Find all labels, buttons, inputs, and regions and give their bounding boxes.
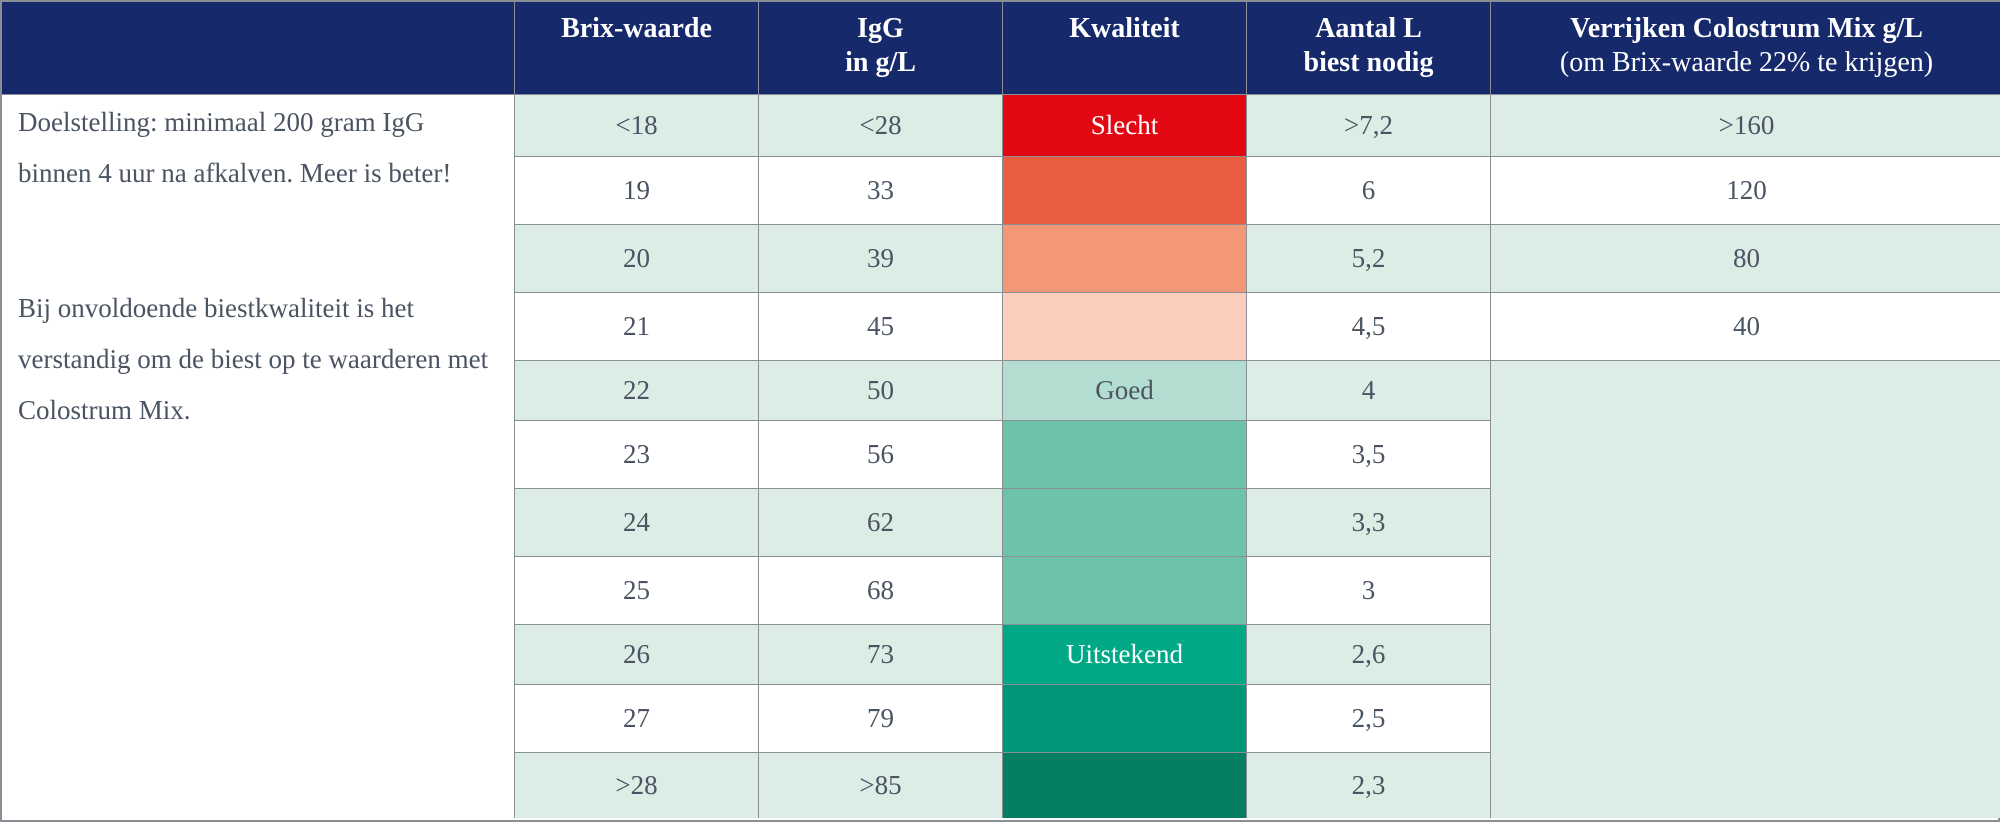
- quality-cell: Goed: [1002, 360, 1246, 420]
- quality-cell: Uitstekend: [1002, 624, 1246, 684]
- igg-cell: 73: [758, 624, 1002, 684]
- quality-cell: [1002, 556, 1246, 624]
- enrich-empty-area: [1490, 360, 2000, 818]
- liters-cell: 2,5: [1246, 684, 1490, 752]
- brix-cell: 21: [514, 292, 758, 360]
- brix-cell: 26: [514, 624, 758, 684]
- header-quality-label: Kwaliteit: [1069, 13, 1180, 44]
- liters-cell: 2,3: [1246, 752, 1490, 818]
- description-panel: Doelstelling: minimaal 200 gram IgG binn…: [2, 94, 514, 818]
- quality-cell: [1002, 752, 1246, 818]
- igg-cell: 79: [758, 684, 1002, 752]
- igg-cell: 33: [758, 156, 1002, 224]
- liters-cell: 4,5: [1246, 292, 1490, 360]
- header-igg-unit: in g/L: [845, 47, 916, 78]
- header-igg: IgG in g/L: [758, 2, 1002, 94]
- enrich-cell: 40: [1490, 292, 2000, 360]
- description-goal: Doelstelling: minimaal 200 gram IgG binn…: [18, 107, 452, 188]
- header-brix: Brix-waarde: [514, 2, 758, 94]
- quality-cell: [1002, 488, 1246, 556]
- igg-cell: <28: [758, 94, 1002, 156]
- description-advice: Bij onvoldoende biestkwaliteit is het ve…: [18, 293, 489, 425]
- header-liters-sub: biest nodig: [1303, 47, 1434, 78]
- igg-cell: 56: [758, 420, 1002, 488]
- quality-cell: [1002, 420, 1246, 488]
- header-enrich-label: Verrijken Colostrum Mix g/L: [1570, 13, 1923, 44]
- brix-cell: 20: [514, 224, 758, 292]
- brix-cell: 23: [514, 420, 758, 488]
- igg-cell: >85: [758, 752, 1002, 818]
- igg-cell: 39: [758, 224, 1002, 292]
- brix-cell: 27: [514, 684, 758, 752]
- liters-cell: 3: [1246, 556, 1490, 624]
- brix-cell: 25: [514, 556, 758, 624]
- enrich-cell: 80: [1490, 224, 2000, 292]
- igg-cell: 45: [758, 292, 1002, 360]
- igg-cell: 68: [758, 556, 1002, 624]
- header-empty: [2, 2, 514, 94]
- header-enrich: Verrijken Colostrum Mix g/L (om Brix-waa…: [1490, 2, 2000, 94]
- quality-cell: [1002, 156, 1246, 224]
- header-enrich-sub: (om Brix-waarde 22% te krijgen): [1559, 47, 1934, 78]
- quality-cell: [1002, 684, 1246, 752]
- header-liters-label: Aantal L: [1315, 13, 1422, 44]
- brix-cell: <18: [514, 94, 758, 156]
- enrich-cell: >160: [1490, 94, 2000, 156]
- igg-cell: 62: [758, 488, 1002, 556]
- liters-cell: 3,5: [1246, 420, 1490, 488]
- brix-cell: >28: [514, 752, 758, 818]
- liters-cell: 3,3: [1246, 488, 1490, 556]
- header-quality: Kwaliteit: [1002, 2, 1246, 94]
- liters-cell: 4: [1246, 360, 1490, 420]
- brix-cell: 22: [514, 360, 758, 420]
- quality-cell: Slecht: [1002, 94, 1246, 156]
- brix-cell: 19: [514, 156, 758, 224]
- brix-cell: 24: [514, 488, 758, 556]
- liters-cell: 6: [1246, 156, 1490, 224]
- header-igg-label: IgG: [857, 13, 904, 44]
- header-liters: Aantal L biest nodig: [1246, 2, 1490, 94]
- quality-cell: [1002, 292, 1246, 360]
- enrich-cell: 120: [1490, 156, 2000, 224]
- header-brix-label: Brix-waarde: [561, 13, 712, 44]
- liters-cell: >7,2: [1246, 94, 1490, 156]
- quality-cell: [1002, 224, 1246, 292]
- igg-cell: 50: [758, 360, 1002, 420]
- liters-cell: 5,2: [1246, 224, 1490, 292]
- liters-cell: 2,6: [1246, 624, 1490, 684]
